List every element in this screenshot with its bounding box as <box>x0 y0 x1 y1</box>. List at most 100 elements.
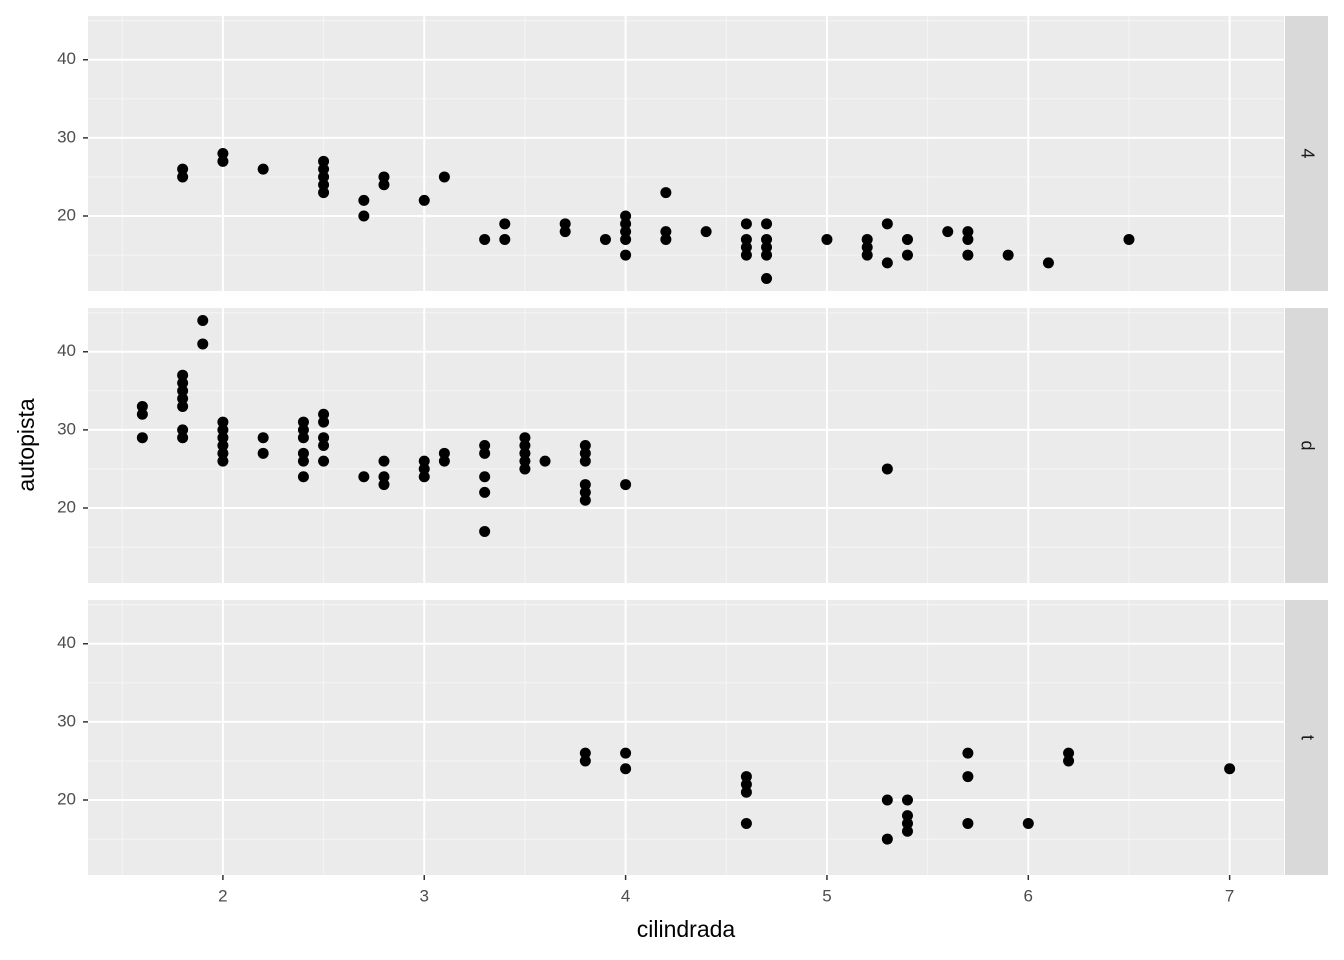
point <box>297 447 309 459</box>
point <box>177 393 189 405</box>
point <box>761 249 773 261</box>
point <box>479 233 491 245</box>
point <box>257 447 269 459</box>
point <box>177 400 189 412</box>
point <box>318 187 330 199</box>
point <box>378 171 390 183</box>
point <box>962 771 974 783</box>
point <box>901 233 913 245</box>
point <box>579 440 591 451</box>
point <box>962 226 974 238</box>
point <box>620 763 632 775</box>
point <box>881 463 893 475</box>
point <box>761 273 773 284</box>
x-tick-label: 2 <box>218 886 227 905</box>
y-tick-label: 40 <box>57 633 76 652</box>
point <box>620 479 632 491</box>
point <box>136 408 148 420</box>
point <box>1042 257 1054 269</box>
point <box>700 226 712 238</box>
point <box>197 315 209 326</box>
point <box>318 163 330 175</box>
point <box>197 338 209 350</box>
point <box>378 471 390 483</box>
point <box>136 432 148 444</box>
point <box>861 233 873 245</box>
y-tick-label: 20 <box>57 497 76 516</box>
point <box>358 210 370 222</box>
point <box>499 218 511 230</box>
point <box>297 424 309 436</box>
point <box>579 486 591 498</box>
x-tick-label: 7 <box>1225 886 1234 905</box>
point <box>1123 233 1135 245</box>
point <box>962 233 974 245</box>
point <box>599 233 611 245</box>
point <box>579 447 591 459</box>
strip-label: d <box>1297 440 1317 450</box>
point <box>358 471 370 483</box>
x-tick-label: 4 <box>621 886 630 905</box>
x-tick-label: 6 <box>1024 886 1033 905</box>
point <box>620 210 632 222</box>
point <box>479 486 491 498</box>
point <box>177 369 189 381</box>
point <box>318 179 330 191</box>
y-axis-title: autopista <box>13 398 39 492</box>
point <box>217 440 229 451</box>
point <box>620 218 632 230</box>
point <box>901 794 913 806</box>
point <box>378 479 390 491</box>
point <box>962 249 974 261</box>
point <box>257 432 269 444</box>
point <box>620 747 632 759</box>
point <box>1022 817 1034 829</box>
point <box>620 226 632 238</box>
point <box>177 424 189 436</box>
point <box>761 233 773 245</box>
strip-label: 4 <box>1297 148 1317 158</box>
point <box>418 463 430 475</box>
point <box>901 810 913 822</box>
point <box>479 471 491 483</box>
point <box>881 218 893 230</box>
point <box>861 241 873 253</box>
point <box>579 747 591 759</box>
point <box>1063 755 1075 767</box>
point <box>740 778 752 790</box>
point <box>177 171 189 183</box>
point <box>1224 763 1236 775</box>
point <box>177 432 189 444</box>
point <box>257 163 269 175</box>
point <box>318 416 330 428</box>
point <box>519 440 531 451</box>
x-axis-title: cilindrada <box>637 916 736 942</box>
point <box>519 432 531 444</box>
strip <box>1285 600 1328 875</box>
point <box>297 471 309 483</box>
point <box>318 408 330 420</box>
x-tick-label: 5 <box>822 886 831 905</box>
point <box>901 825 913 837</box>
point <box>499 233 511 245</box>
point <box>740 771 752 783</box>
point <box>217 416 229 428</box>
y-tick-label: 20 <box>57 789 76 808</box>
point <box>318 440 330 451</box>
point <box>297 416 309 428</box>
point <box>559 226 571 238</box>
point <box>519 447 531 459</box>
point <box>881 794 893 806</box>
point <box>217 424 229 436</box>
point <box>136 400 148 412</box>
point <box>479 447 491 459</box>
panel-background <box>88 600 1284 875</box>
point <box>740 817 752 829</box>
point <box>761 241 773 253</box>
y-tick-label: 30 <box>57 127 76 146</box>
point <box>519 463 531 475</box>
point <box>881 833 893 845</box>
point <box>217 432 229 444</box>
point <box>821 233 833 245</box>
